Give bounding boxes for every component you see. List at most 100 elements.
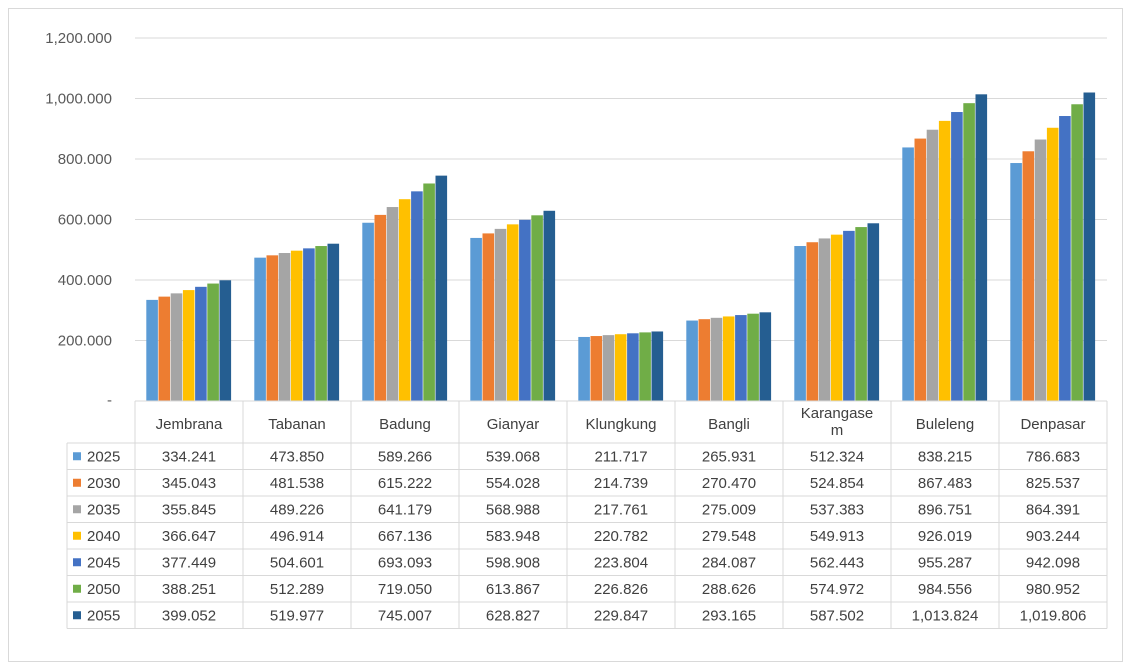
bar-2050 bbox=[1071, 104, 1083, 401]
data-table-cell: 903.244 bbox=[1026, 528, 1080, 545]
legend-swatch-2025 bbox=[73, 452, 81, 461]
bar-2035 bbox=[926, 129, 939, 401]
bar-2030 bbox=[266, 255, 279, 401]
legend-label: 2050 bbox=[87, 581, 120, 598]
data-table-cell: 838.215 bbox=[918, 448, 972, 465]
bar-2055 bbox=[327, 243, 340, 401]
y-tick-label: 1,200.000 bbox=[45, 30, 112, 47]
data-table-cell: 628.827 bbox=[486, 607, 540, 624]
data-table-cell: 279.548 bbox=[702, 528, 756, 545]
data-table-cell: 825.537 bbox=[1026, 475, 1080, 492]
legend-swatch-2040 bbox=[73, 531, 81, 540]
data-table-cell: 265.931 bbox=[702, 448, 756, 465]
data-table-cell: 719.050 bbox=[378, 581, 432, 598]
data-table-cell: 613.867 bbox=[486, 581, 540, 598]
data-table-cell: 574.972 bbox=[810, 581, 864, 598]
data-table-cell: 641.179 bbox=[378, 501, 432, 518]
category-label: Denpasar bbox=[1020, 416, 1085, 433]
data-table-cell: 568.988 bbox=[486, 501, 540, 518]
bar-2035 bbox=[602, 335, 615, 401]
category-label: Buleleng bbox=[916, 416, 974, 433]
category-label: Bangli bbox=[708, 416, 750, 433]
category-label: Karangase bbox=[801, 405, 874, 422]
bar-2035 bbox=[386, 207, 399, 401]
data-table-cell: 1,019.806 bbox=[1020, 607, 1087, 624]
bar-2055 bbox=[651, 331, 664, 401]
chart-frame bbox=[8, 8, 1123, 662]
data-table-cell: 496.914 bbox=[270, 528, 324, 545]
bar-2045 bbox=[195, 286, 207, 401]
category-label: Gianyar bbox=[487, 416, 540, 433]
bar-2025 bbox=[794, 246, 806, 401]
bar-2040 bbox=[398, 199, 411, 401]
data-table-cell: 334.241 bbox=[162, 448, 216, 465]
legend-label: 2025 bbox=[87, 448, 120, 465]
data-table-cell: 583.948 bbox=[486, 528, 540, 545]
data-table-cell: 473.850 bbox=[270, 448, 324, 465]
data-table-cell: 220.782 bbox=[594, 528, 648, 545]
legend-swatch-2035 bbox=[73, 505, 81, 514]
bar-2035 bbox=[818, 238, 831, 401]
bar-2025 bbox=[1010, 163, 1022, 401]
bar-2030 bbox=[698, 319, 711, 401]
legend-swatch-2045 bbox=[73, 558, 81, 567]
category-label: Tabanan bbox=[268, 416, 326, 433]
data-table-cell: 275.009 bbox=[702, 501, 756, 518]
bar-2040 bbox=[722, 316, 735, 401]
data-table-cell: 942.098 bbox=[1026, 554, 1080, 571]
legend-label: 2055 bbox=[87, 607, 120, 624]
data-table-cell: 955.287 bbox=[918, 554, 972, 571]
y-tick-label: 400.000 bbox=[58, 272, 112, 289]
bar-2025 bbox=[902, 147, 914, 401]
data-table-cell: 355.845 bbox=[162, 501, 216, 518]
data-table-cell: 270.470 bbox=[702, 475, 756, 492]
data-table-cell: 377.449 bbox=[162, 554, 216, 571]
bar-2050 bbox=[963, 103, 975, 401]
bar-2045 bbox=[411, 191, 423, 401]
bar-2025 bbox=[362, 222, 374, 401]
data-table-cell: 615.222 bbox=[378, 475, 432, 492]
bar-2030 bbox=[806, 242, 819, 401]
bar-2045 bbox=[519, 219, 531, 401]
category-label: m bbox=[831, 422, 844, 439]
bar-2050 bbox=[315, 246, 327, 401]
bar-2050 bbox=[423, 183, 435, 401]
data-table-cell: 589.266 bbox=[378, 448, 432, 465]
data-table-cell: 229.847 bbox=[594, 607, 648, 624]
bar-2035 bbox=[1034, 139, 1047, 401]
bar-2055 bbox=[1083, 92, 1096, 402]
legend-swatch-2030 bbox=[73, 478, 81, 487]
bar-2040 bbox=[290, 250, 303, 401]
bar-2025 bbox=[254, 257, 266, 401]
bar-2030 bbox=[158, 296, 171, 401]
data-table-cell: 504.601 bbox=[270, 554, 324, 571]
bar-2030 bbox=[374, 214, 387, 401]
category-label: Badung bbox=[379, 416, 431, 433]
data-table-cell: 214.739 bbox=[594, 475, 648, 492]
data-table-cell: 554.028 bbox=[486, 475, 540, 492]
legend-swatch-2050 bbox=[73, 584, 81, 593]
y-tick-label: 200.000 bbox=[58, 333, 112, 350]
data-table-cell: 366.647 bbox=[162, 528, 216, 545]
bar-2035 bbox=[494, 228, 507, 401]
bar-2055 bbox=[867, 223, 880, 401]
bar-2025 bbox=[470, 237, 482, 401]
bar-2055 bbox=[543, 210, 556, 401]
bar-2055 bbox=[435, 175, 448, 401]
bar-2030 bbox=[914, 138, 927, 401]
bar-2045 bbox=[303, 248, 315, 401]
bar-2045 bbox=[951, 112, 963, 401]
data-table-cell: 293.165 bbox=[702, 607, 756, 624]
data-table-cell: 345.043 bbox=[162, 475, 216, 492]
data-table-cell: 549.913 bbox=[810, 528, 864, 545]
data-table-cell: 867.483 bbox=[918, 475, 972, 492]
bar-2050 bbox=[531, 215, 543, 401]
bar-2030 bbox=[590, 336, 603, 401]
data-table-cell: 489.226 bbox=[270, 501, 324, 518]
bar-2050 bbox=[747, 313, 759, 401]
y-tick-label: 800.000 bbox=[58, 151, 112, 168]
data-table-cell: 537.383 bbox=[810, 501, 864, 518]
bar-2045 bbox=[735, 315, 747, 401]
bar-2025 bbox=[578, 336, 590, 401]
category-label: Jembrana bbox=[156, 416, 223, 433]
